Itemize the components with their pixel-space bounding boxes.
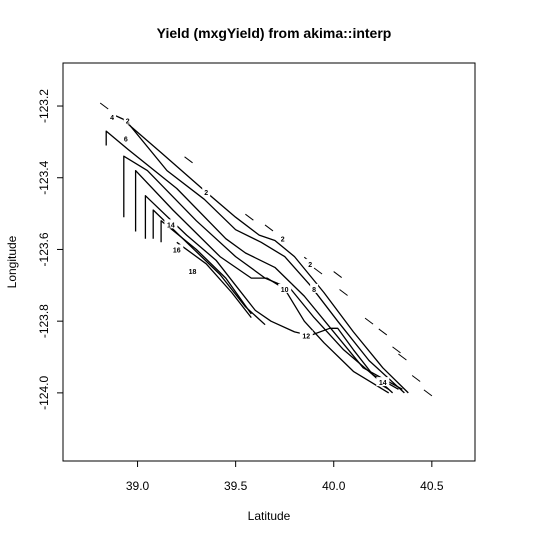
contour-label: 14 — [167, 222, 175, 229]
contour-label-bg — [121, 133, 130, 143]
contour-label-bg — [170, 244, 184, 254]
contour-label-bg — [278, 233, 287, 243]
edge-mark — [339, 289, 348, 296]
x-tick-label: 40.0 — [322, 479, 346, 493]
contour-label: 10 — [281, 287, 289, 294]
contour-labels: 4 2 6 2 2 2 10 8 12 14 16 18 14 — [108, 111, 390, 387]
edge-mark — [313, 267, 323, 275]
contour-line-4 — [109, 112, 405, 394]
contour-label-bg — [306, 258, 315, 268]
y-tick-label: -123.4 — [37, 160, 51, 194]
edge-hatch-marks — [99, 102, 433, 397]
x-axis: 39.0 39.5 40.0 40.5 — [126, 460, 444, 493]
edge-mark — [245, 213, 254, 221]
contour-label: 8 — [312, 287, 316, 294]
y-tick-label: -123.6 — [37, 232, 51, 266]
contour-label: 2 — [126, 118, 130, 125]
edge-mark — [411, 375, 421, 382]
contour-label: 16 — [173, 247, 181, 254]
contour-line-6 — [105, 130, 403, 390]
contour-line-10 — [134, 169, 390, 394]
contour-label: 18 — [189, 269, 197, 276]
x-tick-label: 39.0 — [126, 479, 150, 493]
y-axis: -123.2 -123.4 -123.6 -123.8 -124.0 — [37, 89, 64, 410]
contour-line-12 — [144, 195, 394, 394]
edge-mark — [99, 102, 109, 110]
chart-title: Yield (mxgYield) from akima::interp — [157, 25, 392, 41]
edge-mark — [392, 346, 401, 354]
contour-label-bg — [164, 219, 178, 229]
x-axis-label: Latitude — [248, 509, 291, 523]
contour-label: 2 — [281, 237, 285, 244]
y-tick-label: -123.2 — [37, 89, 51, 123]
contour-label-bg — [123, 115, 132, 125]
contour-label: 6 — [124, 136, 128, 143]
contour-label: 2 — [204, 190, 208, 197]
y-tick-label: -124.0 — [37, 376, 51, 410]
contour-lines — [105, 112, 409, 394]
contour-label-bg — [108, 111, 117, 121]
x-tick-label: 40.5 — [420, 479, 444, 493]
contour-label-bg — [278, 283, 292, 293]
contour-label: 14 — [379, 380, 387, 387]
contour-line-2 — [123, 119, 409, 394]
edge-mark — [398, 353, 407, 361]
y-tick-label: -123.8 — [37, 304, 51, 338]
contour-line-16 — [160, 220, 252, 315]
y-axis-label: Longitude — [5, 235, 19, 288]
edge-mark — [264, 224, 274, 232]
edge-mark — [333, 271, 342, 278]
contour-line-18 — [176, 241, 252, 319]
contour-label: 12 — [302, 334, 310, 341]
edge-mark — [364, 317, 374, 325]
contour-label-bg — [310, 283, 319, 293]
contour-label-bg — [202, 187, 211, 197]
contour-label-bg — [376, 377, 390, 387]
edge-mark — [423, 389, 433, 397]
x-tick-label: 39.5 — [224, 479, 248, 493]
contour-label: 4 — [110, 115, 114, 122]
contour-label: 2 — [308, 262, 312, 269]
contour-label-bg — [299, 330, 313, 340]
edge-mark — [184, 156, 193, 164]
edge-mark — [378, 328, 388, 336]
contour-label-bg — [185, 265, 199, 275]
